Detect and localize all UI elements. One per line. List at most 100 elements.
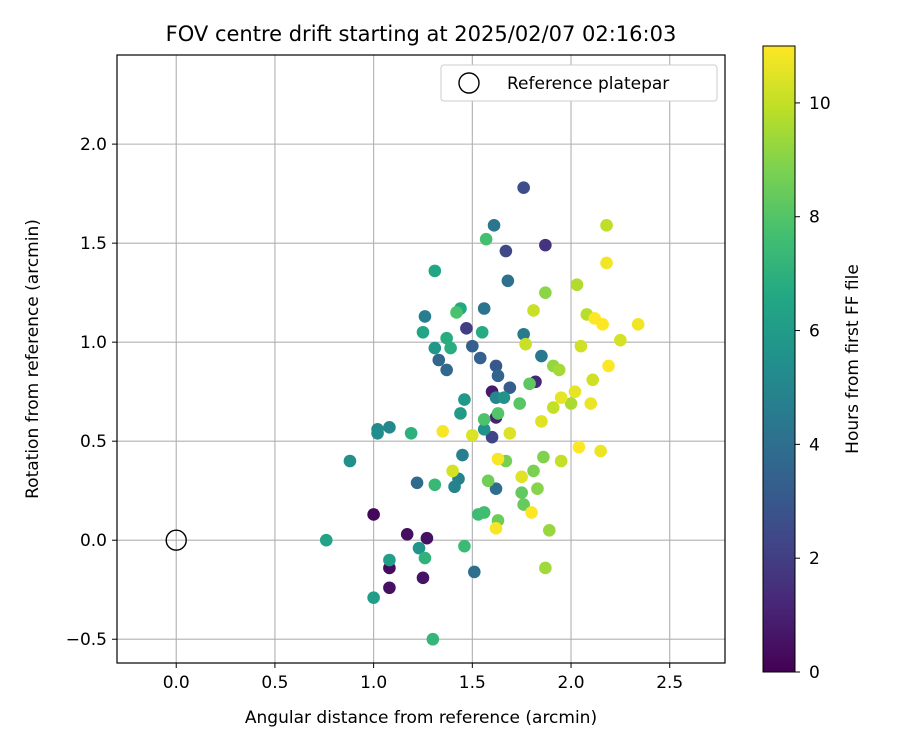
grid xyxy=(117,55,725,663)
data-point xyxy=(489,482,503,496)
data-point xyxy=(383,553,396,567)
data-point xyxy=(477,506,491,519)
data-point xyxy=(570,278,584,292)
data-point xyxy=(343,454,357,468)
data-point xyxy=(525,506,538,519)
data-point xyxy=(426,632,440,646)
data-point xyxy=(412,541,426,555)
legend: Reference platepar xyxy=(440,64,718,102)
data-point xyxy=(367,591,380,604)
data-point xyxy=(404,426,418,440)
data-point xyxy=(513,397,527,410)
data-point xyxy=(367,508,380,521)
data-point xyxy=(517,327,530,341)
y-tick-label: 0.5 xyxy=(80,432,107,452)
data-point xyxy=(428,478,442,492)
data-point xyxy=(499,244,513,258)
data-point xyxy=(489,522,503,535)
data-point xyxy=(410,476,424,490)
data-point xyxy=(477,413,491,426)
data-point xyxy=(491,452,505,466)
y-axis-ticks: −0.5 0.0 0.5 1.0 1.5 2.0 xyxy=(66,135,117,650)
legend-label: Reference platepar xyxy=(507,74,669,94)
data-point xyxy=(473,351,487,365)
data-point xyxy=(523,377,536,391)
colorbar-gradient xyxy=(762,45,796,673)
data-point xyxy=(458,393,471,406)
x-tick-label: 1.5 xyxy=(459,673,486,693)
data-point xyxy=(444,341,457,355)
data-point xyxy=(568,385,582,398)
data-point xyxy=(586,373,600,387)
data-point xyxy=(428,341,442,355)
data-point xyxy=(436,424,450,438)
data-point xyxy=(574,339,588,353)
x-tick-label: 2.5 xyxy=(656,673,683,693)
data-point xyxy=(527,304,540,317)
data-point xyxy=(588,312,602,325)
data-point xyxy=(416,571,430,585)
data-point xyxy=(456,448,469,462)
x-axis-label: Angular distance from reference (arcmin) xyxy=(245,708,597,728)
data-point xyxy=(554,391,568,404)
data-point xyxy=(448,480,461,494)
colorbar-tick-label: 0 xyxy=(809,663,820,683)
colorbar-tick-label: 8 xyxy=(809,208,820,228)
data-point xyxy=(446,464,459,478)
reference-platepar-marker xyxy=(165,529,187,551)
data-point xyxy=(383,421,396,434)
colorbar-ticks: 0 2 4 6 8 10 xyxy=(795,94,831,683)
data-point xyxy=(539,561,552,575)
data-point xyxy=(527,464,540,478)
data-point xyxy=(440,363,453,377)
data-point xyxy=(432,353,446,367)
data-point xyxy=(416,325,430,339)
colorbar-tick-label: 6 xyxy=(809,322,820,342)
data-point xyxy=(531,482,544,496)
data-point xyxy=(467,565,481,579)
data-point xyxy=(503,381,517,395)
data-point xyxy=(420,531,434,545)
data-point xyxy=(400,527,414,541)
data-point xyxy=(497,391,511,404)
data-point xyxy=(517,181,530,194)
data-point xyxy=(543,524,556,537)
data-point xyxy=(584,397,598,410)
y-tick-label: 2.0 xyxy=(80,135,107,155)
data-point xyxy=(454,407,467,420)
data-point xyxy=(491,407,505,420)
colorbar-tick-label: 10 xyxy=(809,94,831,114)
x-tick-label: 1.0 xyxy=(360,673,387,693)
data-point xyxy=(600,219,613,232)
data-point xyxy=(600,256,613,270)
data-point xyxy=(489,359,503,373)
colorbar-label: Hours from first FF file xyxy=(843,264,863,454)
data-point xyxy=(503,426,517,440)
x-tick-label: 0.5 xyxy=(261,673,288,693)
colorbar: 0 2 4 6 8 10 Hours from first FF file xyxy=(762,45,863,683)
data-point xyxy=(479,232,493,246)
data-point xyxy=(614,333,627,347)
data-point xyxy=(477,302,491,315)
data-point xyxy=(440,331,453,345)
data-point xyxy=(383,581,396,595)
data-point xyxy=(485,430,499,444)
data-point xyxy=(501,274,515,288)
data-point xyxy=(491,369,505,383)
data-point xyxy=(475,325,489,339)
data-point xyxy=(631,318,645,331)
data-point xyxy=(594,444,607,458)
reference-layer xyxy=(165,529,187,551)
data-point xyxy=(552,363,566,377)
data-point xyxy=(535,349,548,363)
colorbar-tick-label: 4 xyxy=(809,435,820,455)
data-point xyxy=(477,423,491,436)
data-point xyxy=(466,428,479,442)
x-tick-label: 2.0 xyxy=(558,673,585,693)
legend-box xyxy=(440,64,718,102)
data-point xyxy=(535,415,548,428)
data-point xyxy=(539,286,552,299)
data-point xyxy=(466,339,479,353)
data-point xyxy=(371,426,384,440)
